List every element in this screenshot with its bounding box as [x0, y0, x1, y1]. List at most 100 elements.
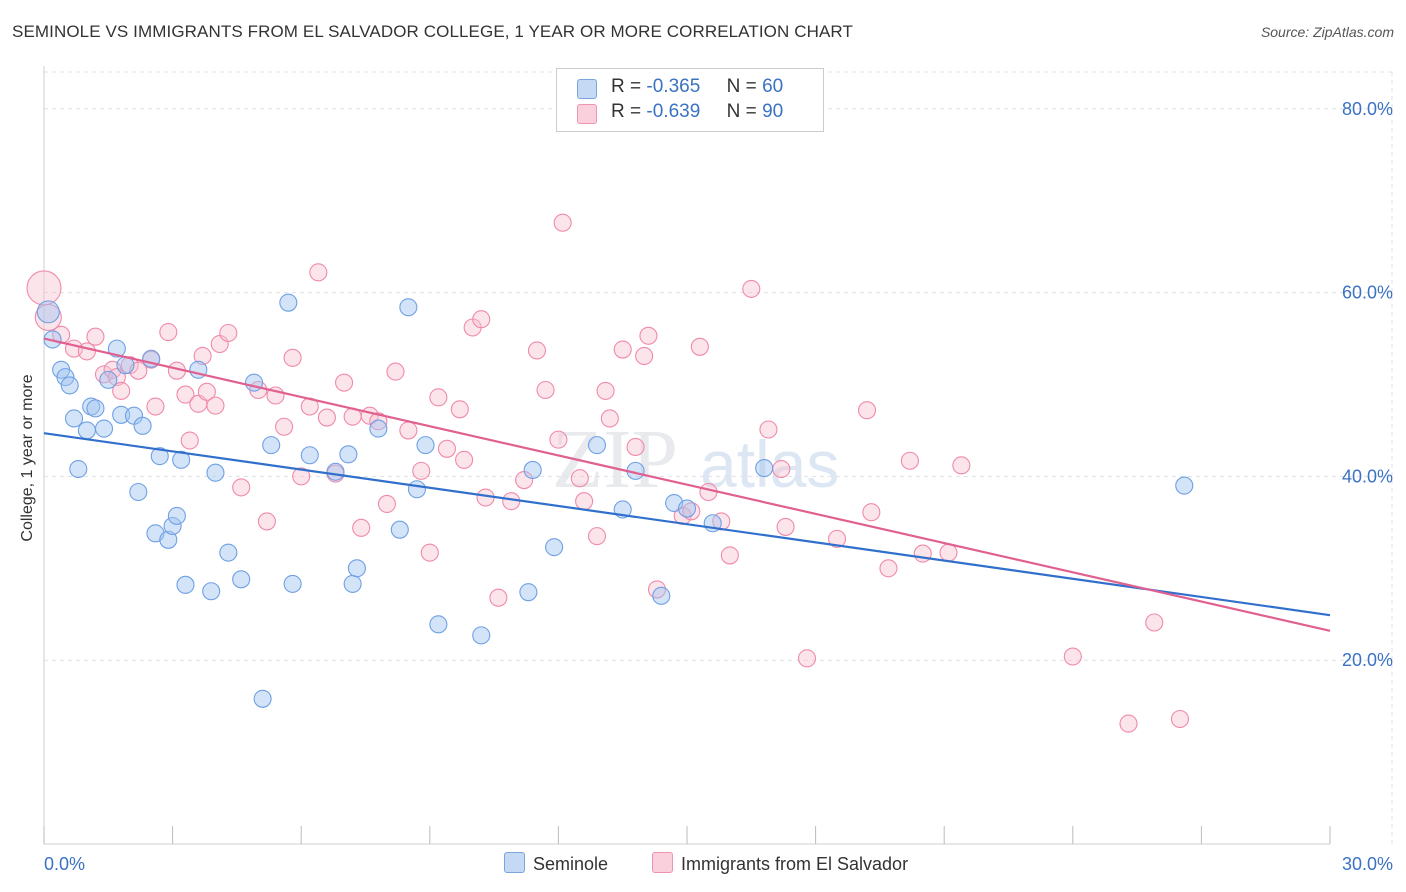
seminole-point: [99, 370, 118, 389]
seminole-point: [77, 421, 96, 440]
seminole-point: [150, 447, 169, 466]
seminole-point: [587, 436, 607, 455]
watermark: ZIP atlas: [552, 413, 839, 506]
seminole-point: [262, 436, 281, 455]
salvador-point: [575, 492, 594, 511]
salvador-point: [193, 346, 212, 366]
salvador-point: [369, 412, 388, 431]
salvador-point: [335, 373, 354, 392]
legend-r-value: -0.365: [646, 76, 701, 97]
tick-labels: 20.0% 40.0% 60.0% 80.0% 0.0% 30.0%: [44, 99, 1393, 874]
salvador-point: [275, 417, 294, 436]
x-tick-label: 30.0%: [1342, 854, 1393, 874]
salvador-point: [450, 400, 469, 419]
seminole-point: [219, 543, 238, 562]
salvador-point: [797, 649, 817, 668]
salvador-swatch: [652, 852, 673, 873]
salvador-point: [219, 323, 238, 343]
salvador-point: [1063, 647, 1082, 666]
seminole-point: [1175, 476, 1194, 495]
salvador-point: [399, 421, 418, 440]
salvador-point: [1145, 613, 1164, 632]
salvador-point: [879, 559, 898, 578]
salvador-point: [206, 396, 225, 415]
salvador-point: [699, 482, 718, 502]
legend-swatch-salvador: [577, 104, 597, 124]
salvador-point: [377, 494, 396, 514]
seminole-point: [347, 559, 366, 578]
seminole-point: [129, 482, 148, 502]
source-label: Source: ZipAtlas.com: [1260, 24, 1394, 40]
legend-r-label: R =: [611, 101, 642, 122]
salvador-point: [176, 385, 195, 404]
salvador-point: [913, 544, 932, 563]
salvador-point: [352, 518, 371, 537]
seminole-point: [472, 626, 491, 645]
seminole-point: [407, 480, 426, 499]
salvador-point: [489, 588, 508, 607]
salvador-point: [257, 512, 276, 531]
salvador-point: [635, 346, 654, 366]
y-tick-label: 80.0%: [1342, 99, 1393, 119]
seminole-point: [56, 368, 75, 387]
salvador-point: [472, 310, 491, 329]
legend-r-label: R =: [611, 76, 642, 97]
seminole-point: [159, 530, 178, 549]
salvador-point: [549, 430, 568, 449]
seminole-point: [390, 520, 409, 539]
bottom-legend-seminole[interactable]: Seminole: [504, 852, 608, 875]
seminole-point: [94, 419, 114, 438]
seminole-point: [755, 459, 774, 478]
salvador-point: [570, 469, 589, 488]
salvador-point: [626, 437, 645, 457]
salvador-point: [1119, 714, 1138, 733]
salvador-point: [420, 543, 439, 562]
seminole-point: [300, 446, 319, 465]
legend-r-value: -0.639: [646, 101, 701, 122]
salvador-point: [759, 420, 778, 439]
seminole-point: [206, 463, 225, 482]
salvador-point: [159, 323, 178, 342]
seminole-point: [279, 293, 298, 312]
seminole-point: [326, 462, 345, 481]
seminole-point: [545, 538, 564, 557]
salvador-point: [776, 517, 795, 536]
seminole-point: [202, 582, 221, 601]
y-tick-label: 40.0%: [1342, 466, 1393, 486]
salvador-point: [309, 263, 328, 282]
y-tick-label: 20.0%: [1342, 650, 1393, 670]
salvador-point: [857, 401, 877, 420]
salvador-point: [1170, 709, 1190, 729]
seminole-point: [167, 506, 186, 525]
salvador-point: [536, 380, 555, 400]
salvador-point: [317, 408, 336, 427]
salvador-point: [112, 381, 131, 400]
salvador-point: [283, 348, 302, 367]
salvador-point: [77, 342, 96, 361]
seminole-point: [86, 399, 105, 418]
seminole-point: [429, 615, 448, 634]
salvador-point: [120, 356, 139, 375]
salvador-point: [197, 382, 216, 401]
seminole-point: [416, 436, 435, 455]
seminole-point: [399, 298, 418, 317]
salvador-point: [862, 503, 881, 522]
salvador-point: [437, 439, 456, 458]
salvador-legend-label: Immigrants from El Salvador: [681, 854, 909, 874]
seminole-point: [523, 460, 542, 479]
seminole-point: [677, 499, 697, 518]
trend-lines: [43, 337, 1331, 632]
watermark-zip: ZIP: [552, 413, 678, 506]
salvador-point: [690, 337, 709, 356]
stats-legend: R = -0.365 N = 60 R = -0.639 N = 90: [556, 68, 824, 132]
axes: [43, 66, 1331, 845]
watermark-atlas: atlas: [700, 427, 839, 501]
seminole-point: [339, 445, 358, 464]
salvador-point: [412, 461, 431, 480]
y-axis-label: College, 1 year or more: [19, 374, 36, 542]
bottom-legend-salvador[interactable]: Immigrants from El Salvador: [652, 852, 908, 875]
seminole-point: [60, 376, 79, 395]
seminole-point: [107, 339, 126, 358]
seminole-point: [652, 586, 671, 605]
salvador-point: [527, 341, 547, 360]
